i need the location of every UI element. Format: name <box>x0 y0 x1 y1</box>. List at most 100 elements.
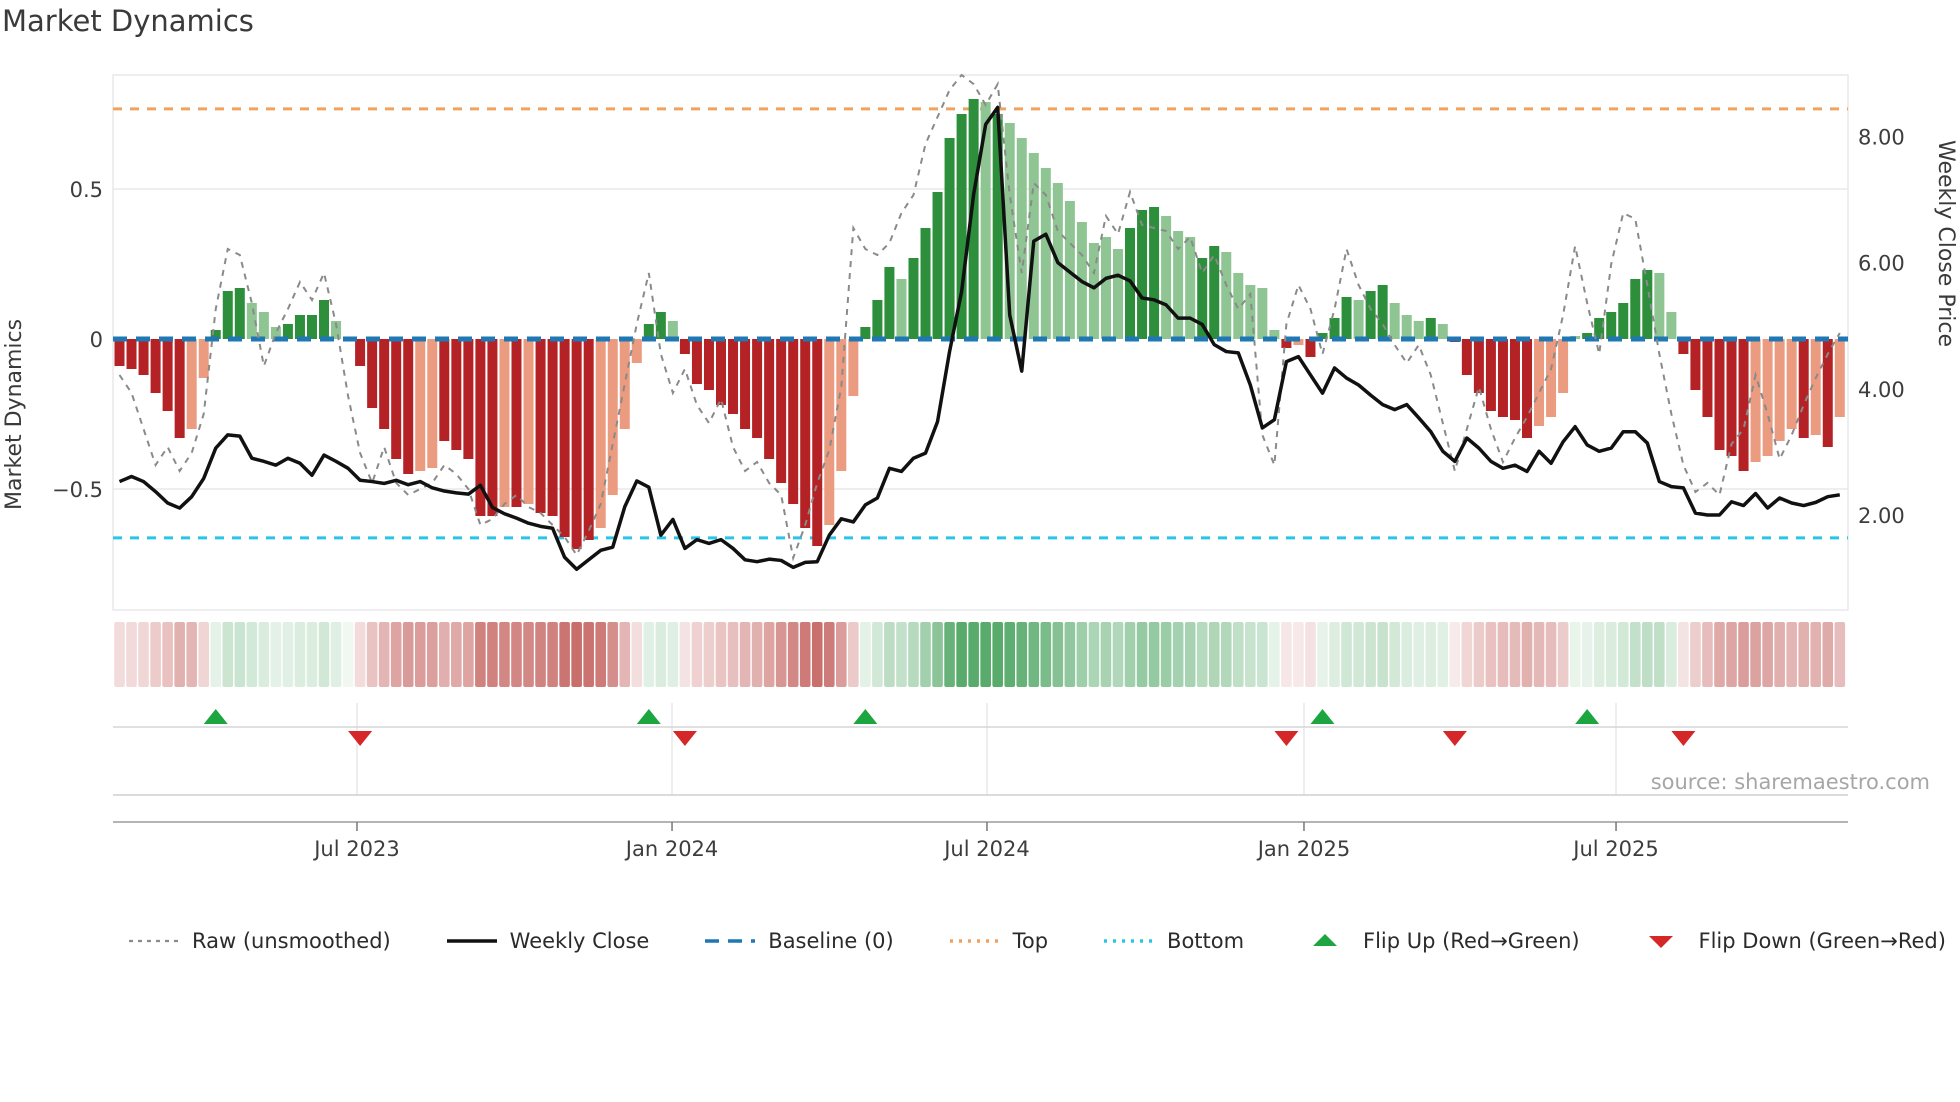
legend-item-flip_up: Flip Up (Red→Green) <box>1299 929 1580 953</box>
dynamics-bar <box>848 339 859 396</box>
left-tick-label: −0.5 <box>52 478 103 502</box>
heatmap-cell <box>1425 622 1437 687</box>
heatmap-cell <box>1738 622 1749 687</box>
heatmap-cell <box>1100 622 1112 687</box>
heatmap-cell <box>487 622 498 687</box>
x-tick-label: Jan 2024 <box>624 837 719 861</box>
heatmap-cell <box>1774 622 1785 687</box>
dynamics-bar <box>884 267 895 339</box>
heatmap-cell <box>1762 622 1773 687</box>
legend-label: Baseline (0) <box>768 929 894 953</box>
dynamics-bar <box>1738 339 1749 471</box>
right-tick-label: 4.00 <box>1858 378 1905 402</box>
heatmap-cell <box>751 622 763 687</box>
dynamics-bar <box>908 258 919 339</box>
dynamics-bar <box>1522 339 1533 438</box>
dynamics-bar <box>643 324 654 339</box>
heatmap-cell <box>511 622 522 687</box>
heatmap-cell <box>1329 622 1340 687</box>
heatmap-cell <box>811 622 823 687</box>
dynamics-bar <box>1112 249 1123 339</box>
dynamics-bar <box>499 339 510 507</box>
dynamics-bar <box>523 339 534 504</box>
dynamics-bar <box>776 339 787 483</box>
right-axis-label: Weekly Close Price <box>1933 140 1958 347</box>
heatmap-cell <box>162 622 173 687</box>
dynamics-bar <box>1630 279 1641 339</box>
heatmap-cell <box>896 622 907 687</box>
legend-item-raw: Raw (unsmoothed) <box>128 929 391 953</box>
heatmap-cell <box>763 622 775 687</box>
flip-down-marker <box>672 731 697 746</box>
dynamics-bar <box>1137 210 1148 339</box>
dynamics-bar <box>860 327 871 339</box>
right-tick-label: 8.00 <box>1858 125 1905 149</box>
dynamics-bar <box>475 339 486 516</box>
heatmap-cell <box>1016 622 1028 687</box>
heatmap-cell <box>1786 622 1797 687</box>
dynamics-bar <box>1822 339 1833 447</box>
dynamics-bar <box>1245 285 1256 339</box>
x-tick-label: Jul 2025 <box>1571 837 1658 861</box>
heatmap-cell <box>1714 622 1725 687</box>
dynamics-bar <box>210 330 221 339</box>
heatmap-cell <box>848 622 859 687</box>
dynamics-bar <box>1100 237 1111 339</box>
heatmap-cell <box>475 622 486 687</box>
heatmap-cell <box>1461 622 1473 687</box>
dynamics-bar <box>679 339 690 354</box>
legend-item-top: Top <box>949 929 1048 953</box>
heatmap-cell <box>1437 622 1449 687</box>
heatmap-cell <box>643 622 655 687</box>
dynamics-bar <box>1509 339 1520 420</box>
dynamics-bar <box>487 339 498 516</box>
dynamics-bar <box>1185 237 1196 339</box>
heatmap-cell <box>799 622 811 687</box>
flip-down-marker <box>1671 731 1696 746</box>
dynamics-bar <box>716 339 726 405</box>
heatmap-cell <box>1112 622 1124 687</box>
dynamics-bar <box>992 114 1003 339</box>
dynamics-bar <box>355 339 366 366</box>
heatmap-cell <box>1196 622 1208 687</box>
dynamics-bar <box>1281 339 1292 348</box>
heatmap-cell <box>270 622 282 687</box>
heatmap-cell <box>739 622 751 687</box>
dynamics-bar <box>1654 273 1665 339</box>
right-tick-label: 6.00 <box>1858 252 1905 276</box>
dynamics-bar <box>427 339 438 468</box>
heatmap-cell <box>1281 622 1292 687</box>
heatmap-cell <box>174 622 185 687</box>
dynamics-bar <box>824 339 835 525</box>
dynamics-bar <box>451 339 462 450</box>
dynamics-bar <box>944 138 955 339</box>
legend: Raw (unsmoothed) Weekly Close Baseline (0)… <box>128 916 1946 966</box>
heatmap-cell <box>1726 622 1737 687</box>
heatmap-cell <box>1605 622 1617 687</box>
heatmap-cell <box>1076 622 1088 687</box>
heatmap-cell <box>559 622 570 687</box>
source-note: source: sharemaestro.com <box>1650 770 1930 794</box>
dynamics-bar <box>1329 318 1340 339</box>
heatmap-cell <box>667 622 679 687</box>
dynamics-bar <box>607 339 618 495</box>
heatmap-cell <box>1365 622 1376 687</box>
dynamics-bar <box>667 321 678 339</box>
heatmap-cell <box>1040 622 1052 687</box>
dynamics-bar <box>1642 270 1653 339</box>
dynamics-bar <box>1197 258 1208 339</box>
legend-label: Flip Up (Red→Green) <box>1362 929 1580 953</box>
dynamics-bar <box>1365 291 1376 339</box>
flip_down-swatch-shape <box>1648 936 1673 948</box>
dynamics-bar <box>1497 339 1508 417</box>
dynamics-bar <box>415 339 426 471</box>
heatmap-cell <box>246 622 258 687</box>
legend-item-flip_down: Flip Down (Green→Red) <box>1635 929 1946 953</box>
dynamics-bar <box>1618 303 1629 339</box>
heatmap-cell <box>342 622 354 687</box>
heatmap-cell <box>222 622 234 687</box>
dynamics-bar <box>764 339 775 459</box>
heatmap-cell <box>823 622 835 687</box>
dynamics-bar <box>439 339 450 441</box>
heatmap-cell <box>1353 622 1364 687</box>
